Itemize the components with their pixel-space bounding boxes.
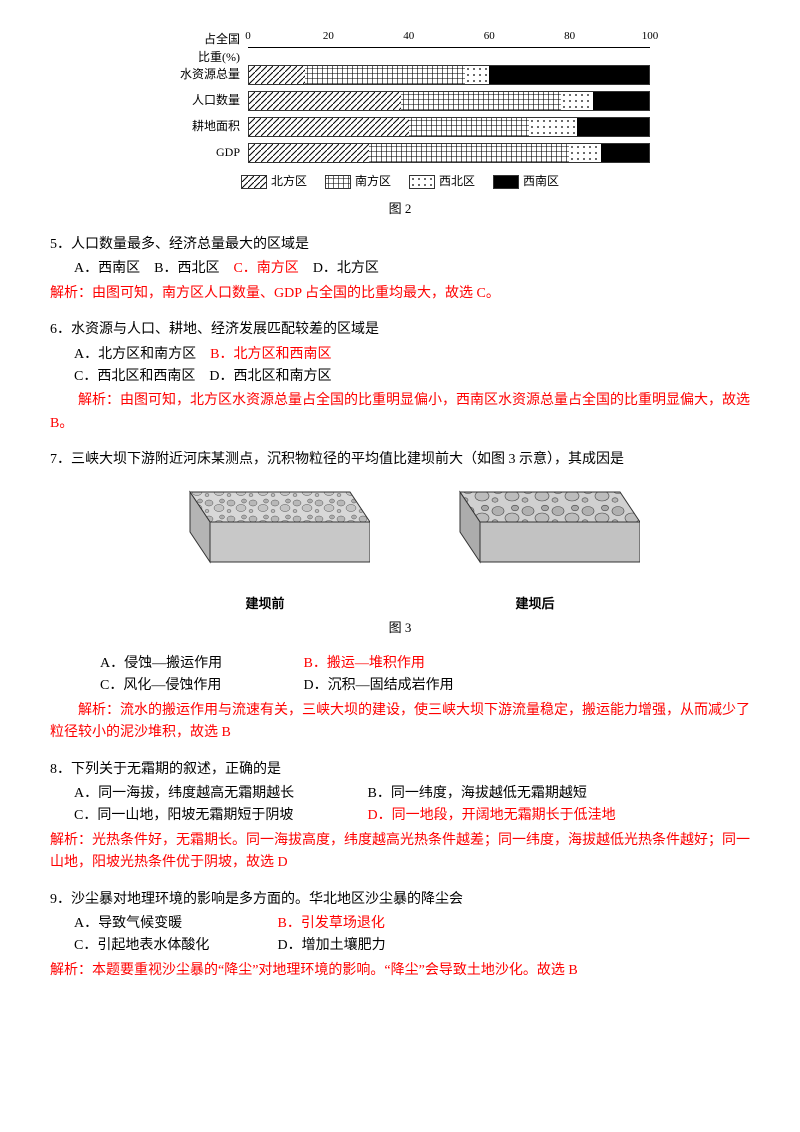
legend-item: 西北区: [409, 172, 475, 191]
bar-segment: [569, 144, 601, 162]
axis-label-top: 占全国: [204, 32, 240, 46]
axis-tick: 80: [564, 28, 575, 46]
q6-opt-c: C．西北区和西南区: [74, 369, 195, 384]
bar-segment: [369, 144, 569, 162]
axis-tick: 20: [323, 28, 334, 46]
slab-before: 建坝前: [160, 482, 370, 615]
bar-label: 人口数量: [150, 91, 248, 110]
legend-item: 北方区: [241, 172, 307, 191]
bar-label: GDP: [150, 143, 248, 162]
q9-opt-a: A．导致气候变暖: [74, 913, 274, 935]
bar-segment: [401, 92, 561, 110]
bar-segment: [601, 144, 649, 162]
bar-row: GDP: [150, 140, 650, 166]
figure-3: 建坝前 建坝后: [50, 482, 750, 615]
bar-row: 人口数量: [150, 88, 650, 114]
bar-segment: [249, 144, 369, 162]
axis-scale: 020406080100: [248, 30, 650, 48]
q8-options: A．同一海拔，纬度越高无霜期越长 B．同一纬度，海拔越低无霜期越短 C．同一山地…: [74, 783, 750, 828]
question-7: 7．三峡大坝下游附近河床某测点，沉积物粒径的平均值比建坝前大（如图 3 示意），…: [70, 449, 750, 471]
axis-tick: 0: [245, 28, 251, 46]
q8-explanation: 解析：光热条件好，无霜期长。同一海拔高度，纬度越高光热条件越差；同一纬度，海拔越…: [50, 830, 750, 875]
legend-label: 西北区: [439, 172, 475, 191]
legend-label: 西南区: [523, 172, 559, 191]
q8-opt-d: D．同一地段，开阔地无霜期长于低洼地: [368, 808, 616, 823]
bar-row: 耕地面积: [150, 114, 650, 140]
axis-tick: 100: [642, 28, 659, 46]
bar-segment: [305, 66, 465, 84]
question-9: 9．沙尘暴对地理环境的影响是多方面的。华北地区沙尘暴的降尘会: [50, 889, 750, 911]
slab-after: 建坝后: [430, 482, 640, 615]
bar-segment: [409, 118, 529, 136]
bar-segment: [249, 66, 305, 84]
q9-opt-b: B．引发草场退化: [278, 916, 385, 931]
bar-segment: [577, 118, 649, 136]
q7-explanation: 解析：流水的搬运作用与流速有关，三峡大坝的建设，使三峡大坝下游流量稳定，搬运能力…: [50, 700, 750, 745]
axis-label-bottom: 比重(%): [198, 50, 240, 64]
legend-item: 西南区: [493, 172, 559, 191]
q5-options: A．西南区 B．西北区 C．南方区 D．北方区: [74, 258, 750, 280]
figure-2-caption: 图 2: [50, 199, 750, 220]
q6-explanation: 解析：由图可知，北方区水资源总量占全国的比重明显偏小，西南区水资源总量占全国的比…: [50, 390, 750, 435]
bar-row: 水资源总量: [150, 62, 650, 88]
legend-label: 南方区: [355, 172, 391, 191]
axis-label: 占全国: [150, 30, 248, 48]
slab-after-label: 建坝后: [515, 594, 554, 615]
q6-opt-a: A．北方区和南方区: [74, 347, 196, 362]
axis-tick: 40: [403, 28, 414, 46]
axis-label-2: 比重(%): [150, 48, 248, 62]
q9-opt-d: D．增加土壤肥力: [278, 938, 386, 953]
slab-before-label: 建坝前: [245, 594, 284, 615]
question-8: 8．下列关于无霜期的叙述，正确的是: [50, 759, 750, 781]
question-5: 5．人口数量最多、经济总量最大的区域是: [50, 234, 750, 256]
q7-opt-c: C．风化—侵蚀作用: [100, 675, 300, 697]
bar-segment: [465, 66, 489, 84]
legend: 北方区 南方区 西北区 西南区: [150, 172, 650, 191]
q5-opt-a: A．西南区: [74, 261, 140, 276]
bar-track: [248, 143, 650, 163]
q9-opt-c: C．引起地表水体酸化: [74, 935, 274, 957]
stacked-bar-chart: 占全国 020406080100 比重(%) 水资源总量人口数量耕地面积GDP …: [150, 30, 650, 191]
bar-segment: [529, 118, 577, 136]
bar-track: [248, 65, 650, 85]
q5-explanation: 解析：由图可知，南方区人口数量、GDP 占全国的比重均最大，故选 C。: [50, 283, 750, 305]
q6-opt-d: D．西北区和南方区: [209, 369, 331, 384]
bar-segment: [561, 92, 593, 110]
q9-options: A．导致气候变暖 B．引发草场退化 C．引起地表水体酸化 D．增加土壤肥力: [74, 913, 750, 958]
q6-options: A．北方区和南方区 B．北方区和西南区 C．西北区和西南区 D．西北区和南方区: [74, 344, 750, 389]
bar-segment: [249, 92, 401, 110]
q6-opt-b: B．北方区和西南区: [210, 347, 331, 362]
q5-opt-c: C．南方区: [233, 261, 298, 276]
q7-options: A．侵蚀—搬运作用 B．搬运—堆积作用 C．风化—侵蚀作用 D．沉积—固结成岩作…: [100, 653, 750, 698]
question-6: 6．水资源与人口、耕地、经济发展匹配较差的区域是: [50, 319, 750, 341]
legend-label: 北方区: [271, 172, 307, 191]
q7-opt-a: A．侵蚀—搬运作用: [100, 653, 300, 675]
bar-segment: [489, 66, 649, 84]
bar-track: [248, 91, 650, 111]
q8-opt-a: A．同一海拔，纬度越高无霜期越长: [74, 783, 364, 805]
figure-3-caption: 图 3: [50, 618, 750, 639]
q9-explanation: 解析：本题要重视沙尘暴的“降尘”对地理环境的影响。“降尘”会导致土地沙化。故选 …: [50, 960, 750, 982]
q5-opt-d: D．北方区: [313, 261, 379, 276]
axis-tick: 60: [484, 28, 495, 46]
q8-opt-b: B．同一纬度，海拔越低无霜期越短: [368, 786, 587, 801]
bar-segment: [249, 118, 409, 136]
bar-label: 水资源总量: [150, 65, 248, 84]
q7-opt-b: B．搬运—堆积作用: [304, 656, 425, 671]
legend-item: 南方区: [325, 172, 391, 191]
bar-label: 耕地面积: [150, 117, 248, 136]
q7-opt-d: D．沉积—固结成岩作用: [304, 678, 454, 693]
q8-opt-c: C．同一山地，阳坡无霜期短于阴坡: [74, 805, 364, 827]
q5-opt-b: B．西北区: [154, 261, 219, 276]
bar-segment: [593, 92, 649, 110]
bar-track: [248, 117, 650, 137]
